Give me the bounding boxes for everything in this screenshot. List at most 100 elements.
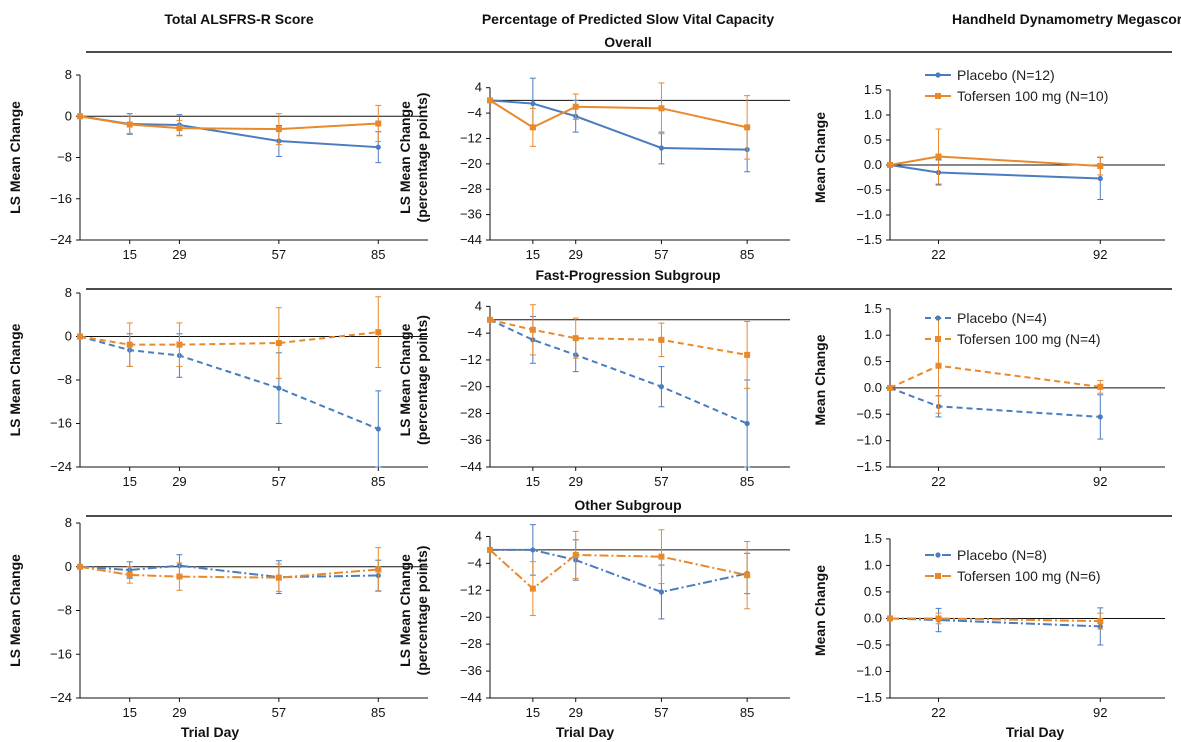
data-point-tofersen — [487, 546, 493, 553]
y-tick-label: −44 — [460, 232, 482, 247]
legend-label-placebo: Placebo (N=8) — [957, 547, 1047, 563]
legend-label-tofersen: Tofersen 100 mg (N=6) — [957, 568, 1101, 584]
x-tick-label: 57 — [654, 705, 668, 720]
y-tick-label: −44 — [460, 690, 482, 705]
y-tick-label: −1.5 — [856, 232, 882, 247]
y-tick-label: −16 — [50, 646, 72, 661]
chart-panels: 8 0 −8 −16 −24 15 29 57 85 LS Mean Change 4 −4 −12 −2… — [7, 67, 1165, 720]
panel-r2-c0: 8 0 −8 −16 −24 15 29 57 85 LS Mean Change — [7, 515, 428, 720]
y-tick-label: −12 — [460, 352, 482, 367]
x-axis-title-col-3: Trial Day — [1006, 724, 1065, 740]
data-point-tofersen — [1097, 163, 1104, 169]
series-placebo — [887, 385, 1104, 440]
data-point-tofersen — [887, 162, 893, 168]
data-point-placebo — [530, 547, 536, 553]
panel-r2-c2: 1.5 1.0 0.5 0.0 −0.5 −1.0 −1.5 22 92 Mean Change P… — [812, 531, 1165, 720]
data-point-tofersen — [887, 384, 893, 391]
y-tick-label: −4 — [467, 325, 482, 340]
data-point-tofersen — [658, 553, 665, 560]
series-tofersen — [887, 612, 1104, 630]
legend-label-placebo: Placebo (N=12) — [957, 67, 1055, 83]
y-tick-label: −12 — [460, 582, 482, 597]
y-tick-label: 0 — [65, 108, 72, 123]
x-tick-label: 57 — [272, 705, 286, 720]
x-tick-label: 92 — [1093, 705, 1107, 720]
data-point-tofersen — [176, 125, 183, 132]
data-point-tofersen — [744, 572, 751, 579]
column-title-alsfrs: Total ALSFRS-R Score — [164, 11, 314, 27]
y-tick-label: −0.5 — [856, 406, 882, 421]
y-tick-label: 0.0 — [864, 610, 882, 625]
series-placebo — [77, 554, 382, 595]
data-point-tofersen — [77, 563, 83, 570]
y-tick-label: −24 — [50, 232, 72, 247]
x-tick-label: 22 — [931, 247, 945, 262]
series-placebo — [77, 333, 382, 468]
y-axis-title: LS Mean Change — [7, 323, 23, 436]
y-axis-title: Mean Change — [812, 334, 828, 425]
y-tick-label: −4 — [467, 105, 482, 120]
panel-r0-c0: 8 0 −8 −16 −24 15 29 57 85 LS Mean Change — [7, 67, 428, 262]
legend: Placebo (N=8) Tofersen 100 mg (N=6) — [925, 547, 1101, 584]
panel-r0-c2: 1.5 1.0 0.5 0.0 −0.5 −1.0 −1.5 22 92 Mean Change P… — [812, 67, 1165, 262]
legend: Placebo (N=4) Tofersen 100 mg (N=4) — [925, 310, 1101, 347]
data-point-tofersen — [487, 316, 493, 323]
x-tick-label: 15 — [122, 705, 136, 720]
data-point-placebo — [375, 426, 381, 432]
legend-label-placebo: Placebo (N=4) — [957, 310, 1047, 326]
x-tick-label: 15 — [526, 705, 540, 720]
series-line-placebo — [889, 386, 1101, 418]
y-tick-label: −36 — [460, 663, 482, 678]
data-point-tofersen — [935, 615, 942, 622]
y-axis-title: Mean Change — [812, 565, 828, 656]
y-tick-label: −24 — [50, 690, 72, 705]
x-tick-label: 22 — [931, 705, 945, 720]
y-tick-label: 0 — [65, 329, 72, 344]
y-tick-label: −0.5 — [856, 637, 882, 652]
y-tick-label: −44 — [460, 459, 482, 474]
y-tick-label: −28 — [460, 636, 482, 651]
y-axis-title: (percentage points) — [414, 93, 430, 223]
series-tofersen — [487, 529, 751, 617]
x-tick-label: 85 — [371, 247, 385, 262]
data-point-placebo — [276, 385, 282, 391]
data-point-tofersen — [375, 566, 382, 573]
y-tick-label: −20 — [460, 156, 482, 171]
x-tick-label: 57 — [654, 247, 668, 262]
data-point-tofersen — [935, 153, 942, 160]
data-point-tofersen — [658, 105, 665, 112]
row-title-fast: Fast-Progression Subgroup — [535, 267, 720, 283]
legend-label-tofersen: Tofersen 100 mg (N=10) — [957, 88, 1108, 104]
x-tick-label: 29 — [172, 705, 186, 720]
data-point-tofersen — [529, 326, 536, 333]
y-tick-label: 4 — [475, 528, 482, 543]
x-tick-label: 85 — [740, 705, 754, 720]
data-point-placebo — [658, 589, 665, 595]
series-line-tofersen — [79, 115, 379, 131]
data-point-tofersen — [275, 574, 282, 581]
y-axis-title: Mean Change — [812, 112, 828, 203]
x-axis-title-col-1: Trial Day — [181, 724, 240, 740]
data-point-tofersen — [529, 124, 536, 131]
data-point-tofersen — [375, 120, 382, 127]
y-tick-label: 4 — [475, 298, 482, 313]
series-line-tofersen — [890, 617, 1101, 623]
y-axis-title: LS Mean Change — [397, 323, 413, 436]
data-point-placebo — [744, 420, 750, 427]
x-tick-label: 92 — [1093, 474, 1107, 489]
row-title-other: Other Subgroup — [574, 497, 681, 513]
series-tofersen — [887, 128, 1104, 185]
y-tick-label: 0.5 — [864, 584, 882, 599]
data-point-tofersen — [529, 585, 536, 592]
data-point-placebo — [375, 144, 381, 150]
y-tick-label: −1.0 — [856, 207, 882, 222]
y-tick-label: −12 — [460, 130, 482, 145]
series-line-tofersen — [889, 364, 1101, 389]
y-tick-label: −16 — [50, 191, 72, 206]
data-point-tofersen — [176, 341, 183, 348]
data-point-placebo — [1097, 175, 1103, 182]
x-tick-label: 29 — [568, 705, 582, 720]
y-axis-title: LS Mean Change — [397, 554, 413, 667]
y-tick-label: 1.0 — [864, 557, 882, 572]
